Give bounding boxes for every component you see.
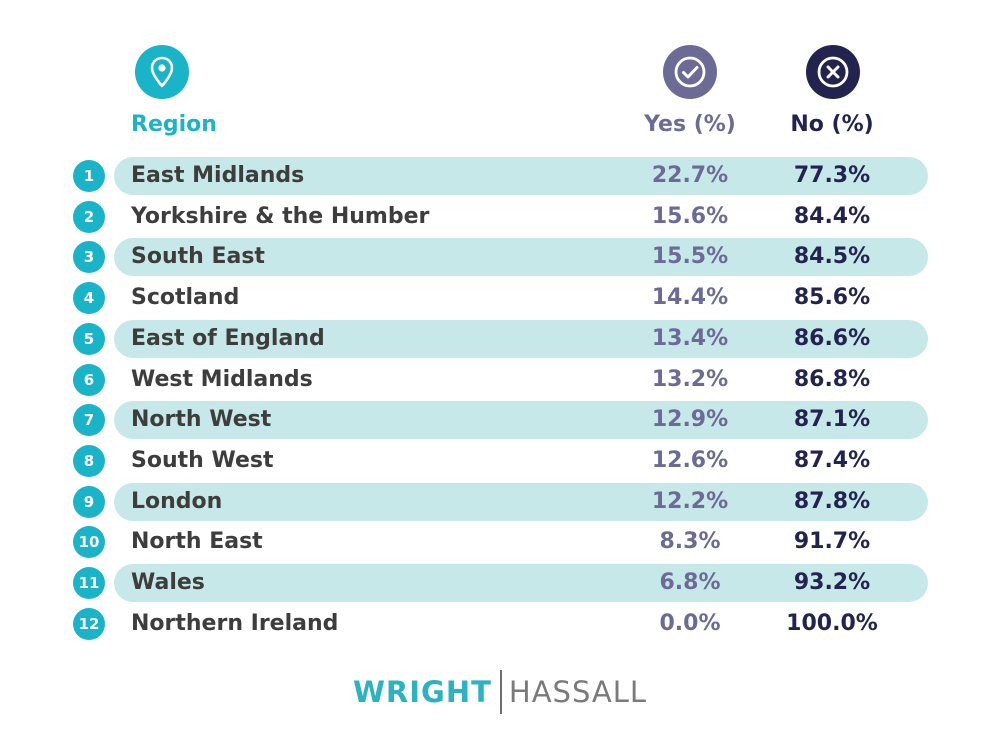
rank-badge: 2 [73, 200, 105, 233]
no-value: 91.7% [793, 529, 871, 555]
rank-badge: 8 [73, 444, 105, 477]
yes-value: 22.7% [651, 163, 729, 188]
region-name: West Midlands [131, 366, 313, 392]
yes-value: 14.4% [651, 285, 729, 311]
rank-badge: 12 [73, 607, 105, 640]
no-value: 86.6% [793, 325, 871, 351]
check-circle-icon [663, 45, 717, 99]
logo-wright-text: WRIGHT [352, 675, 492, 709]
rank-badge: 9 [73, 485, 105, 518]
region-name: London [131, 488, 223, 514]
wright-hassall-logo: WRIGHT HASSALL [0, 670, 1000, 714]
rank-badge: 11 [73, 567, 105, 599]
cross-circle-icon [806, 45, 860, 99]
rank-badge: 6 [73, 363, 105, 396]
no-value: 93.2% [793, 570, 871, 595]
rank-badge: 1 [73, 160, 105, 192]
table-row: 8 South West 12.6% 87.4% [0, 441, 1000, 481]
logo-divider [499, 670, 502, 714]
region-name: Northern Ireland [131, 610, 339, 636]
region-name: Yorkshire & the Humber [131, 203, 430, 229]
location-pin-icon [135, 45, 189, 99]
yes-value: 6.8% [659, 570, 721, 595]
no-value: 84.4% [793, 203, 871, 229]
yes-value: 13.2% [651, 366, 729, 392]
no-value: 100.0% [786, 610, 878, 636]
yes-value: 15.5% [651, 244, 729, 270]
table-row: 2 Yorkshire & the Humber 15.6% 84.4% [0, 197, 1000, 237]
row-highlight-band [114, 401, 928, 440]
region-header: Region [131, 112, 217, 137]
table-row: 1 East Midlands 22.7% 77.3% [0, 156, 1000, 196]
region-name: East of England [131, 325, 325, 351]
yes-value: 12.2% [651, 488, 729, 514]
table-row: 10 North East 8.3% 91.7% [0, 522, 1000, 562]
no-value: 86.8% [793, 366, 871, 392]
region-name: North East [131, 529, 263, 555]
no-value: 84.5% [793, 244, 871, 270]
row-highlight-band [114, 157, 928, 195]
table-row: 4 Scotland 14.4% 85.6% [0, 278, 1000, 318]
rank-badge: 10 [73, 526, 105, 559]
table-row: 6 West Midlands 13.2% 86.8% [0, 360, 1000, 400]
rank-badge: 3 [73, 241, 105, 274]
region-name: East Midlands [131, 163, 305, 188]
yes-value: 15.6% [651, 203, 729, 229]
no-value: 87.4% [793, 447, 871, 473]
region-name: Wales [131, 570, 205, 595]
logo-hassall-text: HASSALL [508, 675, 648, 709]
row-highlight-band [114, 564, 928, 602]
table-row: 5 East of England 13.4% 86.6% [0, 319, 1000, 359]
no-header: No (%) [790, 112, 874, 137]
table-row: 12 Northern Ireland 0.0% 100.0% [0, 604, 1000, 644]
region-name: North West [131, 407, 272, 433]
rank-badge: 4 [73, 282, 105, 315]
rank-badge: 7 [73, 404, 105, 437]
yes-header: Yes (%) [644, 112, 736, 137]
yes-value: 0.0% [659, 610, 721, 636]
no-value: 87.8% [793, 488, 871, 514]
row-highlight-band [114, 238, 928, 277]
rank-badge: 5 [73, 322, 105, 355]
yes-value: 12.6% [651, 447, 729, 473]
yes-value: 13.4% [651, 325, 729, 351]
no-value: 85.6% [793, 285, 871, 311]
region-name: South East [131, 244, 265, 270]
row-highlight-band [114, 319, 928, 358]
no-value: 87.1% [793, 407, 871, 433]
region-name: South West [131, 447, 274, 473]
table-row: 11 Wales 6.8% 93.2% [0, 563, 1000, 603]
table-row: 9 London 12.2% 87.8% [0, 482, 1000, 522]
table-row: 7 North West 12.9% 87.1% [0, 400, 1000, 440]
row-highlight-band [114, 482, 928, 521]
yes-value: 8.3% [659, 529, 721, 555]
no-value: 77.3% [793, 163, 871, 188]
yes-value: 12.9% [651, 407, 729, 433]
table-row: 3 South East 15.5% 84.5% [0, 237, 1000, 277]
region-name: Scotland [131, 285, 240, 311]
